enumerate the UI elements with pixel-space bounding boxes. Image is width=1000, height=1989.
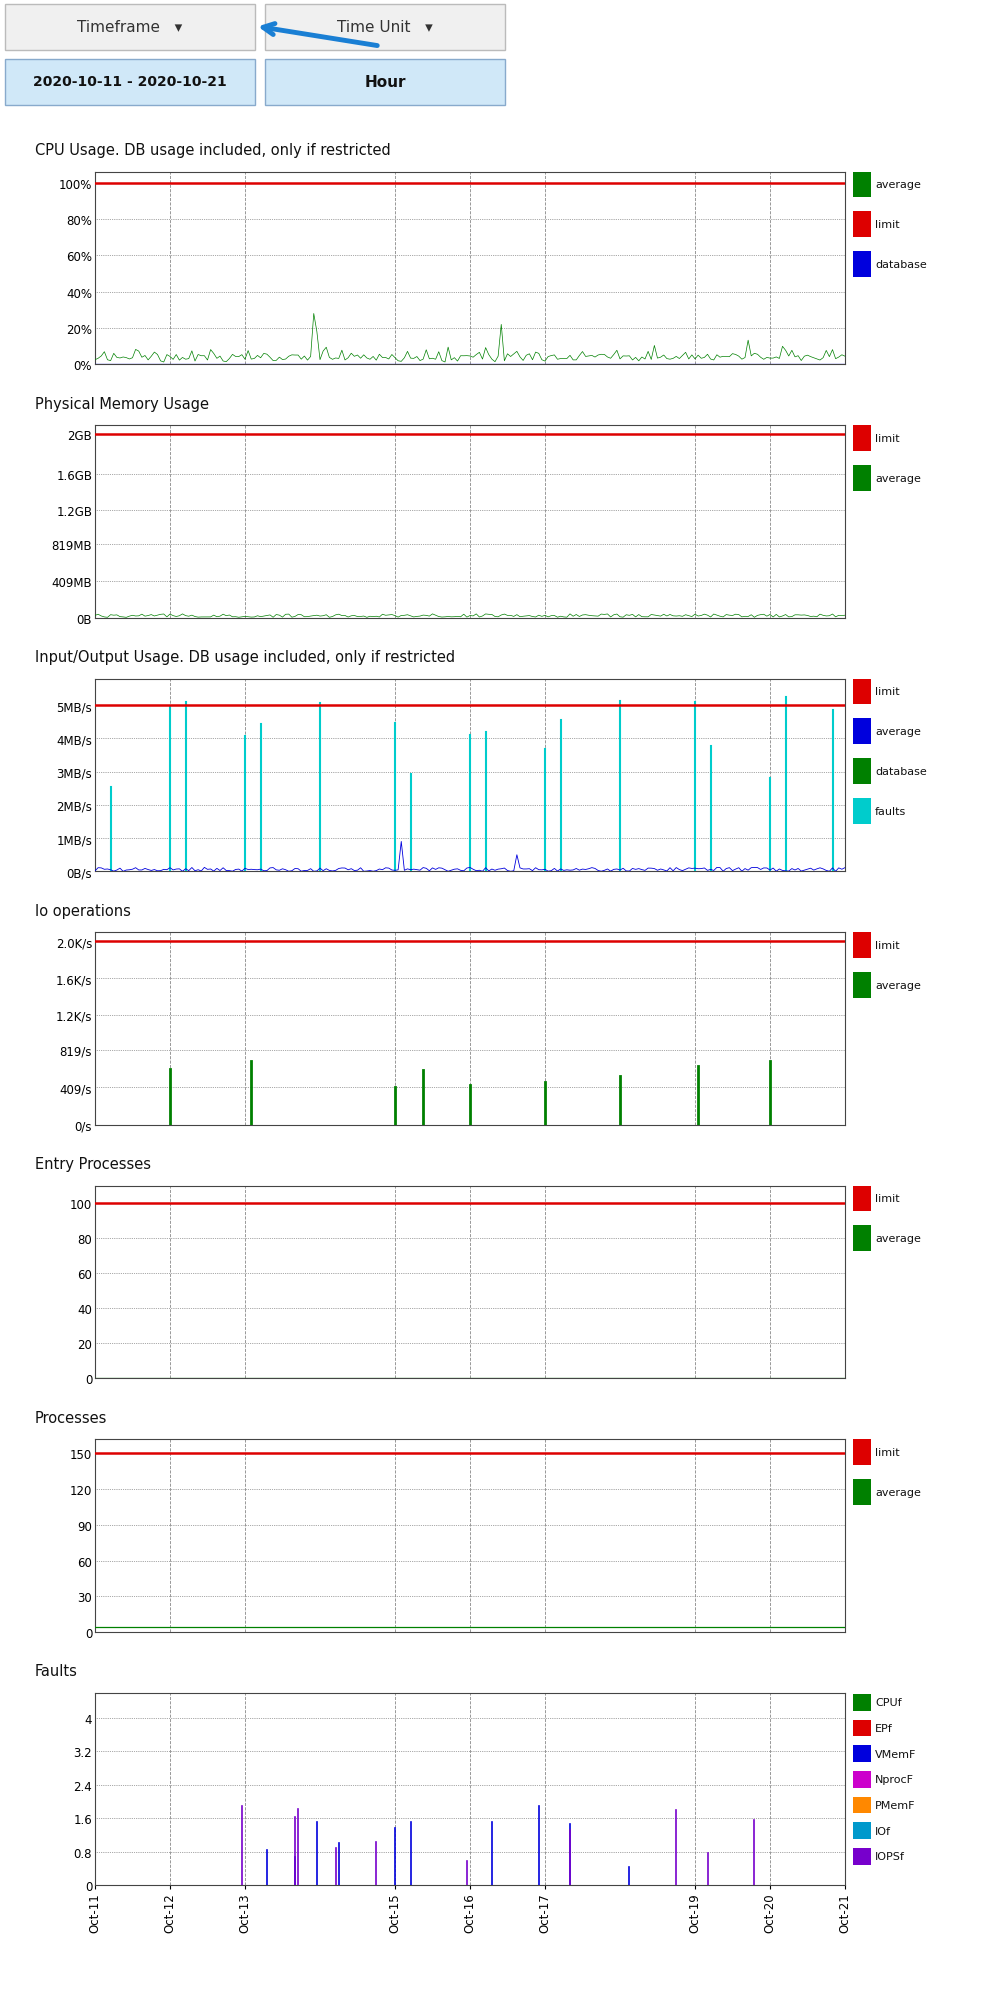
Text: Physical Memory Usage: Physical Memory Usage — [35, 396, 209, 412]
Text: IOPSf: IOPSf — [875, 1852, 905, 1862]
FancyBboxPatch shape — [265, 6, 505, 52]
Text: faults: faults — [875, 806, 906, 815]
Text: Entry Processes: Entry Processes — [35, 1158, 151, 1172]
Text: 2020-10-11 - 2020-10-21: 2020-10-11 - 2020-10-21 — [33, 76, 227, 90]
Text: average: average — [875, 181, 921, 191]
Text: average: average — [875, 726, 921, 736]
Text: average: average — [875, 1488, 921, 1498]
Text: Hour: Hour — [364, 74, 406, 90]
Text: Io operations: Io operations — [35, 903, 131, 919]
Text: Faults: Faults — [35, 1663, 78, 1679]
Text: Timeframe   ▾: Timeframe ▾ — [77, 20, 183, 34]
Text: database: database — [875, 766, 927, 776]
FancyBboxPatch shape — [5, 60, 255, 105]
FancyBboxPatch shape — [265, 60, 505, 105]
Text: limit: limit — [875, 686, 900, 696]
Text: limit: limit — [875, 434, 900, 444]
Text: limit: limit — [875, 1448, 900, 1458]
Text: PMemF: PMemF — [875, 1800, 916, 1810]
Text: average: average — [875, 473, 921, 483]
Text: CPU Usage. DB usage included, only if restricted: CPU Usage. DB usage included, only if re… — [35, 143, 391, 159]
Text: VMemF: VMemF — [875, 1748, 916, 1758]
Text: average: average — [875, 981, 921, 991]
Text: average: average — [875, 1233, 921, 1243]
Text: Processes: Processes — [35, 1410, 107, 1426]
Text: limit: limit — [875, 941, 900, 951]
Text: limit: limit — [875, 1193, 900, 1203]
Text: CPUf: CPUf — [875, 1697, 902, 1707]
Text: EPf: EPf — [875, 1722, 893, 1732]
Text: NprocF: NprocF — [875, 1774, 914, 1784]
Text: limit: limit — [875, 221, 900, 231]
Text: database: database — [875, 261, 927, 271]
Text: Time Unit   ▾: Time Unit ▾ — [337, 20, 433, 34]
Text: IOf: IOf — [875, 1826, 891, 1836]
FancyBboxPatch shape — [5, 6, 255, 52]
Text: Input/Output Usage. DB usage included, only if restricted: Input/Output Usage. DB usage included, o… — [35, 650, 455, 664]
